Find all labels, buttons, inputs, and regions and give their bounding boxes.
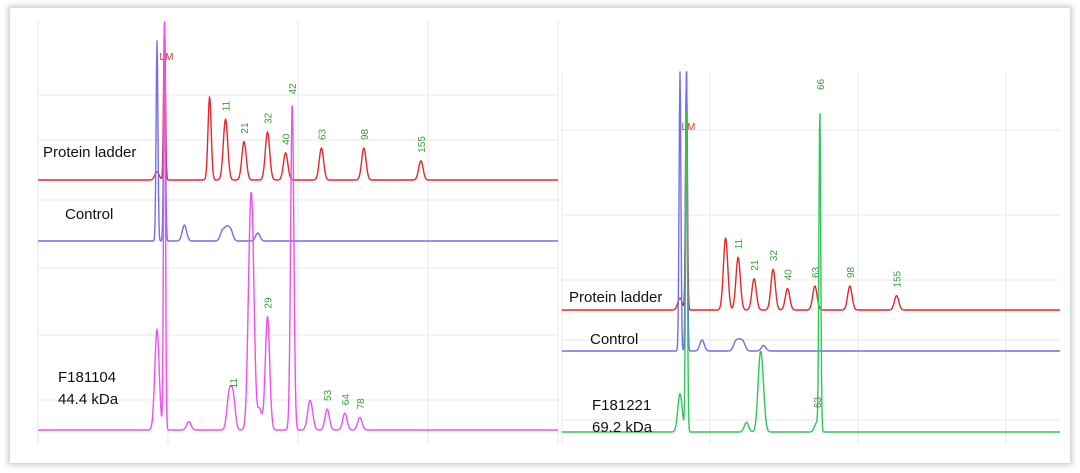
left-trace-label-f181104-0: F181104 <box>58 369 116 386</box>
right-trace-f181221 <box>561 111 1061 433</box>
left-peak-label-f181104-3: 53 <box>323 389 334 401</box>
left-peak-label-protein-ladder-5: 63 <box>317 128 328 140</box>
left-trace-label-f181104-1: 44.4 kDa <box>58 391 119 408</box>
right-peak-label-f181221-1: 63 <box>813 396 824 408</box>
left-peak-label-protein-ladder-2: 21 <box>240 122 251 134</box>
figure-frame <box>10 8 1070 463</box>
left-peak-label-protein-ladder-1: 11 <box>222 100 233 111</box>
left-peak-label-f181104-1: 29 <box>264 297 275 309</box>
right-peak-label-protein-ladder-2: 21 <box>750 259 761 271</box>
right-peak-label-protein-ladder-1: 11 <box>734 238 745 249</box>
right-peak-label-protein-ladder-4: 40 <box>784 269 795 281</box>
right-peak-label-protein-ladder-7: 155 <box>893 270 904 287</box>
left-peak-label-f181104-2: 42 <box>288 83 299 95</box>
left-trace-f181104 <box>37 21 559 431</box>
right-trace-label-control-0: Control <box>590 331 638 348</box>
right-trace-label-f181221-0: F181221 <box>592 397 651 414</box>
left-peak-label-protein-ladder-4: 40 <box>282 133 293 145</box>
left-peak-label-protein-ladder-3: 32 <box>264 112 275 124</box>
right-trace-control <box>561 71 1061 352</box>
left-peak-label-f181104-5: 78 <box>356 398 367 410</box>
right-peak-label-protein-ladder-5: 63 <box>811 266 822 278</box>
left-trace-protein-ladder <box>37 21 559 181</box>
left-trace-control <box>37 40 559 242</box>
left-trace-label-protein-ladder-0: Protein ladder <box>43 144 136 161</box>
left-peak-label-f181104-4: 64 <box>341 394 352 406</box>
right-peak-label-protein-ladder-6: 98 <box>846 266 857 278</box>
left-trace-label-control-0: Control <box>65 206 113 223</box>
right-trace-label-f181221-1: 69.2 kDa <box>592 419 653 436</box>
right-peak-label-protein-ladder-3: 32 <box>769 250 780 262</box>
right-lm-label: LM <box>682 122 696 133</box>
right-trace-protein-ladder <box>561 71 1061 311</box>
left-peak-label-protein-ladder-6: 98 <box>360 128 371 140</box>
left-lm-label: LM <box>160 52 174 63</box>
left-peak-label-protein-ladder-7: 155 <box>417 136 428 153</box>
right-trace-label-protein-ladder-0: Protein ladder <box>569 289 662 306</box>
left-peak-label-f181104-0: 11 <box>229 378 240 389</box>
right-peak-label-f181221-0: 66 <box>816 78 827 90</box>
